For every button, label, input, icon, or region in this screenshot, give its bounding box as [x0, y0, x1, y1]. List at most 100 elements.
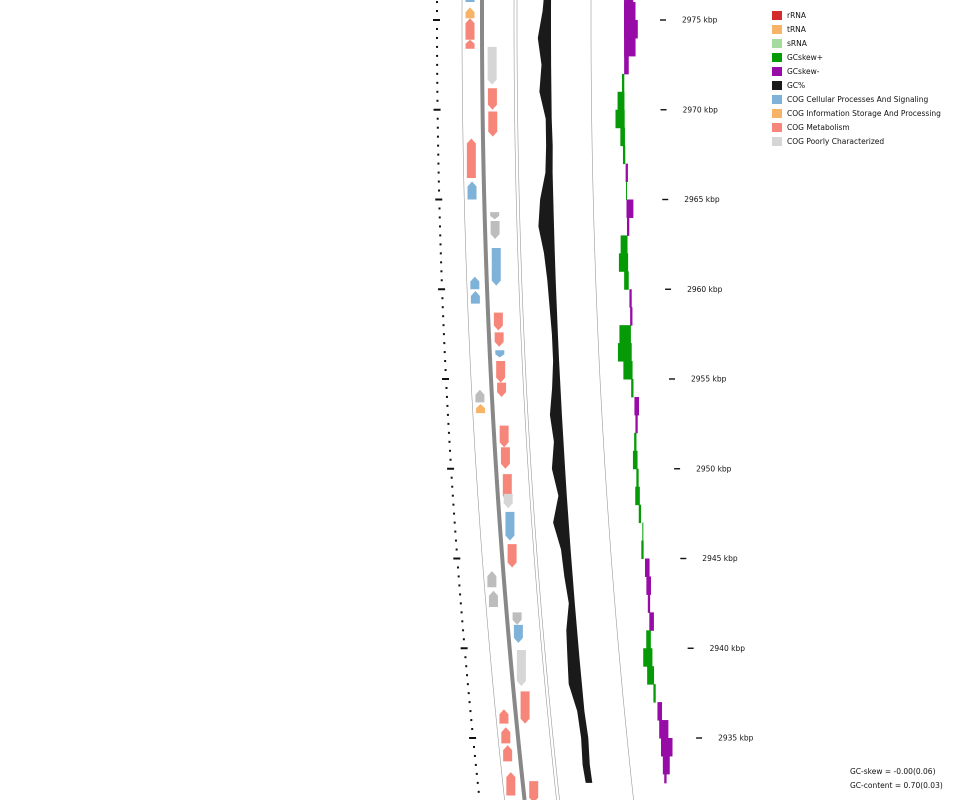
minor-tick [447, 422, 450, 425]
legend-swatch [772, 52, 782, 62]
minor-tick [450, 476, 453, 479]
axis-tick-label: 2945 kbp [702, 554, 738, 563]
major-tick [433, 108, 441, 111]
gc-skew-negative [626, 199, 634, 218]
legend-swatch [772, 136, 782, 146]
legend-swatch [772, 94, 782, 104]
gc-skew-positive [631, 379, 634, 398]
minor-tick [436, 99, 439, 102]
gc-skew-positive [641, 540, 644, 559]
minor-tick [437, 180, 440, 183]
major-tick [435, 198, 443, 201]
label-tick [687, 647, 694, 649]
feature-track [465, 0, 539, 800]
label-tick [696, 737, 703, 739]
major-tick [442, 378, 450, 380]
minor-tick [436, 63, 439, 66]
gc-skew-negative [634, 396, 640, 416]
minor-tick [455, 548, 458, 551]
gc-content-stat: GC-content = 0.70(0.03) [850, 781, 943, 790]
gc-skew-negative [630, 307, 633, 326]
minor-tick [448, 449, 451, 452]
axis-tick-label: 2975 kbp [682, 16, 718, 25]
gc-skew-negative [660, 738, 673, 757]
genome-backbone [479, 0, 527, 800]
gene-feature [467, 181, 477, 200]
gc-skew-negative [646, 576, 651, 595]
gene-feature [491, 247, 501, 286]
minor-tick [436, 54, 439, 57]
minor-tick [444, 369, 447, 372]
minor-tick [448, 440, 451, 443]
gene-feature [487, 88, 497, 110]
major-tick [433, 19, 440, 21]
minor-tick [461, 620, 464, 623]
label-tick [662, 198, 669, 201]
legend-item: GC% [772, 78, 941, 92]
minor-tick [439, 252, 442, 255]
axis-labels: 2975 kbp 2970 kbp 2965 kbp 2960 kbp 2955 kbp… [660, 16, 754, 743]
label-tick [674, 468, 681, 470]
minor-tick [441, 297, 444, 300]
legend-item: rRNA [772, 8, 941, 22]
minor-tick [469, 710, 472, 713]
minor-tick [444, 360, 447, 363]
track-rings [461, 0, 634, 800]
minor-tick [466, 674, 469, 677]
minor-tick [472, 745, 475, 748]
minor-tick [446, 404, 449, 407]
gc-skew-positive [638, 504, 642, 524]
legend-item: sRNA [772, 36, 941, 50]
gc-skew-negative [659, 720, 669, 739]
track-ring [590, 0, 634, 800]
gene-feature [516, 650, 526, 686]
gene-feature [465, 7, 475, 19]
legend-item: COG Metabolism [772, 120, 941, 134]
minor-tick [453, 521, 456, 524]
gc-skew-positive [634, 432, 637, 452]
gc-skew-positive [624, 271, 629, 290]
minor-tick [437, 162, 440, 165]
major-tick [453, 557, 461, 560]
legend-label: COG Poorly Characterized [787, 136, 885, 146]
gene-feature [490, 212, 500, 220]
gene-feature [499, 425, 509, 448]
axis-tick-label: 2960 kbp [687, 285, 723, 294]
minor-tick [447, 431, 450, 434]
gene-feature [466, 138, 476, 178]
gc-skew-positive [620, 127, 625, 147]
gc-skew-positive [618, 253, 629, 272]
minor-tick [454, 539, 457, 542]
gc-skew-negative [624, 2, 636, 21]
minor-tick [459, 602, 462, 605]
gc-skew-stat: GC-skew = -0.00(0.06) [850, 767, 936, 776]
gc-skew-negative [649, 612, 654, 631]
minor-tick [439, 234, 442, 237]
label-tick [660, 19, 666, 21]
track-ring [516, 0, 560, 800]
minor-tick [441, 306, 444, 309]
minor-tick [438, 216, 441, 219]
gene-feature [476, 404, 486, 414]
axis-tick-label: 2950 kbp [696, 464, 732, 473]
gene-feature [493, 312, 503, 331]
legend-label: rRNA [787, 10, 807, 20]
gc-skew-negative [625, 163, 628, 183]
gene-feature [470, 291, 480, 304]
minor-tick [436, 117, 439, 120]
legend-swatch [772, 80, 782, 90]
gc-skew-positive [635, 486, 640, 506]
minor-tick [456, 566, 459, 569]
legend-swatch [772, 10, 782, 20]
minor-tick [437, 144, 440, 147]
gc-skew-negative [626, 217, 630, 236]
gc-skew-negative [657, 702, 663, 721]
minor-tick [443, 351, 446, 354]
gc-skew-positive [619, 325, 631, 344]
gc-skew-positive [615, 109, 625, 129]
gc-skew-positive [620, 235, 628, 254]
gc-skew-positive [646, 630, 651, 649]
minor-tick [458, 584, 461, 587]
gene-feature [506, 772, 516, 796]
